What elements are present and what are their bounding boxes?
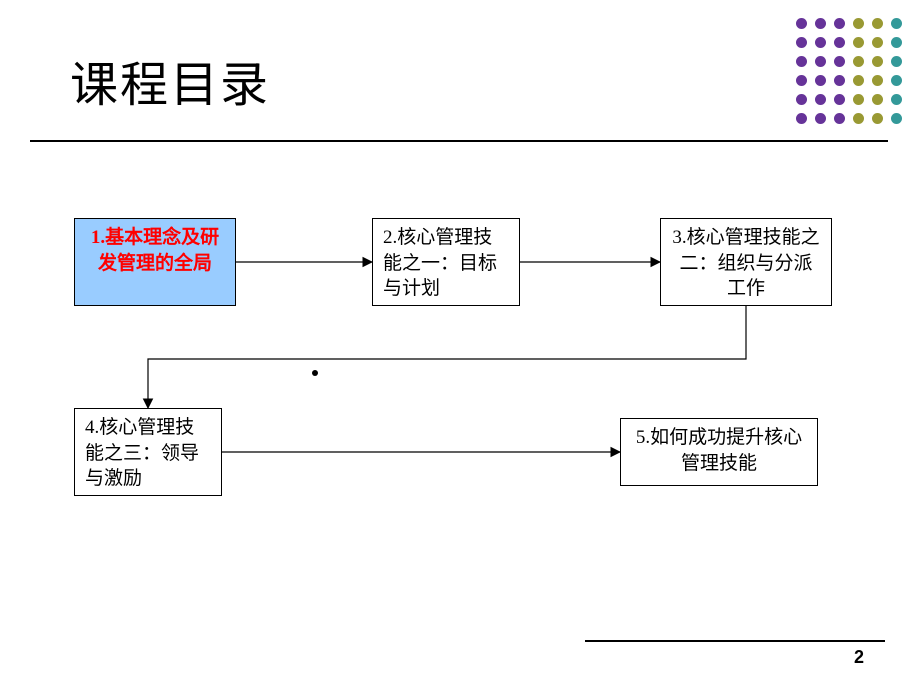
flow-node-n1: 1.基本理念及研发管理的全局 (74, 218, 236, 306)
flow-node-n5: 5.如何成功提升核心管理技能 (620, 418, 818, 486)
cursor-dot-icon (312, 370, 318, 376)
decorative-dot-grid (794, 16, 904, 126)
footer-rule (585, 640, 885, 642)
flow-node-n3: 3.核心管理技能之二：组织与分派工作 (660, 218, 832, 306)
title-rule (30, 140, 888, 142)
page-title: 课程目录 (70, 45, 270, 115)
flow-node-n4: 4.核心管理技能之三：领导与激励 (74, 408, 222, 496)
page-number: 2 (854, 647, 864, 668)
flow-node-n2: 2.核心管理技能之一：目标与计划 (372, 218, 520, 306)
